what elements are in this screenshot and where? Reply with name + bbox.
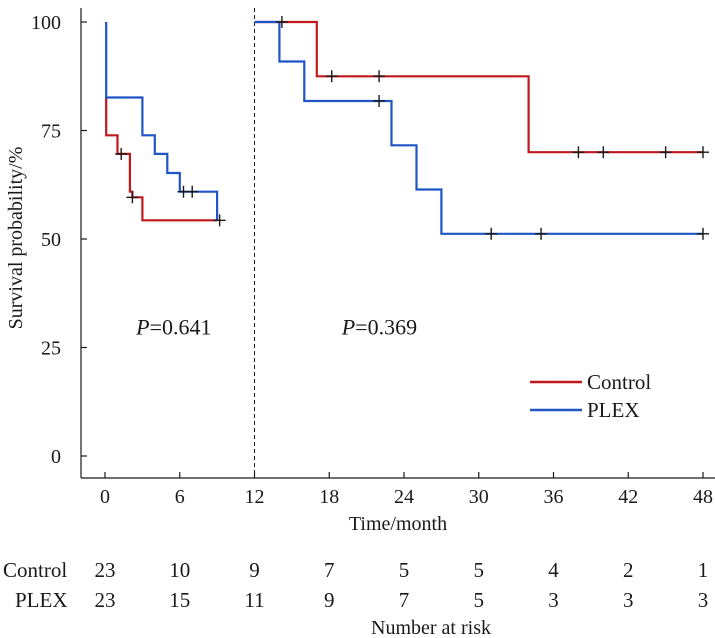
y-axis-ticks: 0 25 50 75 100 xyxy=(31,12,87,468)
number-at-risk-table: Control PLEX 23 10 9 7 5 5 4 2 1 23 15 11 9 7 5 3 3 3 Num… xyxy=(3,558,708,638)
risk-count-control: 7 xyxy=(324,558,335,582)
censor-mark-plex xyxy=(485,227,498,240)
risk-count-control: 4 xyxy=(548,558,559,582)
survival-line-plex xyxy=(254,20,703,235)
x-axis-title: Time/month xyxy=(349,513,447,535)
risk-count-control: 23 xyxy=(95,558,116,582)
censor-mark-control xyxy=(325,70,338,83)
legend-label-control: Control xyxy=(587,370,651,394)
x-tick-label: 42 xyxy=(618,486,638,508)
legend: Control PLEX xyxy=(530,370,651,422)
x-tick-label: 12 xyxy=(245,486,265,508)
y-axis-title: Survival probability/% xyxy=(5,147,27,330)
legend-label-plex: PLEX xyxy=(587,398,640,422)
x-axis-ticks: 0 6 12 18 24 30 36 42 48 xyxy=(100,472,713,508)
risk-count-control: 2 xyxy=(623,558,634,582)
censor-mark-control xyxy=(126,191,139,204)
survival-line-control xyxy=(254,20,703,154)
risk-row-label-control: Control xyxy=(3,558,67,582)
risk-counts: 23 10 9 7 5 5 4 2 1 23 15 11 9 7 5 3 3 3 xyxy=(95,558,709,612)
censor-mark-control xyxy=(572,146,585,159)
risk-count-plex: 7 xyxy=(399,588,410,612)
censor-mark-control xyxy=(597,146,610,159)
y-tick-label: 50 xyxy=(41,229,61,251)
censor-mark-control xyxy=(697,146,709,159)
censor-mark-control xyxy=(115,147,128,160)
risk-count-plex: 3 xyxy=(623,588,634,612)
p-value-label: P=0.641 xyxy=(135,314,211,339)
risk-count-control: 1 xyxy=(698,558,709,582)
x-tick-label: 48 xyxy=(693,486,713,508)
y-tick-label: 25 xyxy=(41,338,61,360)
x-tick-label: 30 xyxy=(469,486,489,508)
censor-mark-plex xyxy=(186,185,199,198)
risk-count-plex: 9 xyxy=(324,588,335,612)
x-tick-label: 36 xyxy=(544,486,564,508)
censor-mark-control xyxy=(659,146,672,159)
censor-mark-plex xyxy=(373,94,386,107)
risk-count-control: 5 xyxy=(399,558,410,582)
censor-mark-plex xyxy=(275,16,288,28)
risk-count-plex: 15 xyxy=(169,588,190,612)
survival-line-plex xyxy=(105,22,219,221)
risk-count-plex: 23 xyxy=(95,588,116,612)
risk-count-control: 5 xyxy=(474,558,485,582)
survival-line-control xyxy=(105,96,218,222)
survival-curves xyxy=(105,16,709,240)
y-tick-label: 0 xyxy=(51,446,61,468)
x-tick-label: 0 xyxy=(100,486,110,508)
risk-count-plex: 3 xyxy=(698,588,709,612)
y-tick-label: 100 xyxy=(31,12,61,34)
censor-mark-plex xyxy=(697,227,709,240)
risk-count-control: 10 xyxy=(169,558,190,582)
x-tick-label: 24 xyxy=(394,486,414,508)
x-tick-label: 18 xyxy=(319,486,339,508)
risk-count-plex: 3 xyxy=(548,588,559,612)
x-tick-label: 6 xyxy=(175,486,185,508)
p-value-label: P=0.369 xyxy=(341,314,417,339)
y-tick-label: 75 xyxy=(41,121,61,143)
risk-count-plex: 11 xyxy=(244,588,264,612)
censor-mark-control xyxy=(373,70,386,83)
censor-mark-plex xyxy=(535,227,548,240)
p-value-annotations: P=0.641 P=0.369 xyxy=(135,314,417,339)
risk-count-control: 9 xyxy=(249,558,260,582)
risk-row-label-plex: PLEX xyxy=(15,588,68,612)
risk-count-plex: 5 xyxy=(474,588,485,612)
censor-mark-control xyxy=(213,214,226,227)
risk-table-title: Number at risk xyxy=(371,617,491,638)
